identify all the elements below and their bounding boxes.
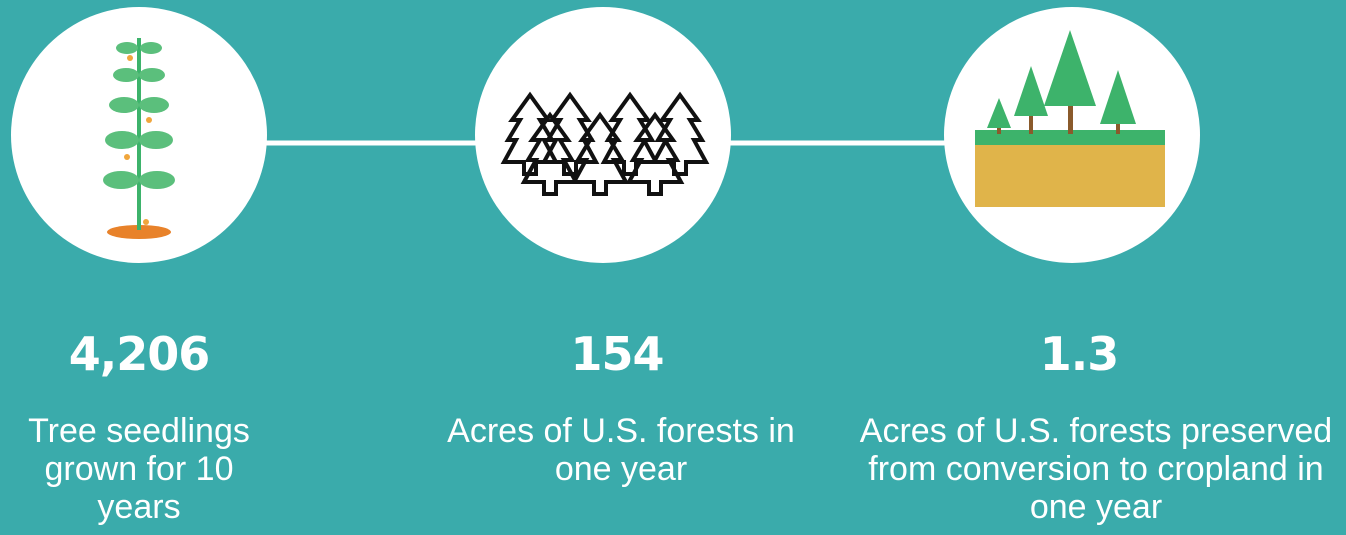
stat-label: Acres of U.S. forests preserved from con… xyxy=(846,412,1346,526)
stat-label: Acres of U.S. forests in one year xyxy=(441,412,801,488)
stat-value: 4,206 xyxy=(39,326,239,382)
stat-value: 1.3 xyxy=(979,326,1179,382)
page: 4,206 Tree seedlings grown for 10 years … xyxy=(0,0,1346,535)
icons xyxy=(0,0,1346,300)
stat-value: 154 xyxy=(517,326,717,382)
stat-label: Tree seedlings grown for 10 years xyxy=(0,412,278,526)
icon-circle xyxy=(475,7,731,263)
